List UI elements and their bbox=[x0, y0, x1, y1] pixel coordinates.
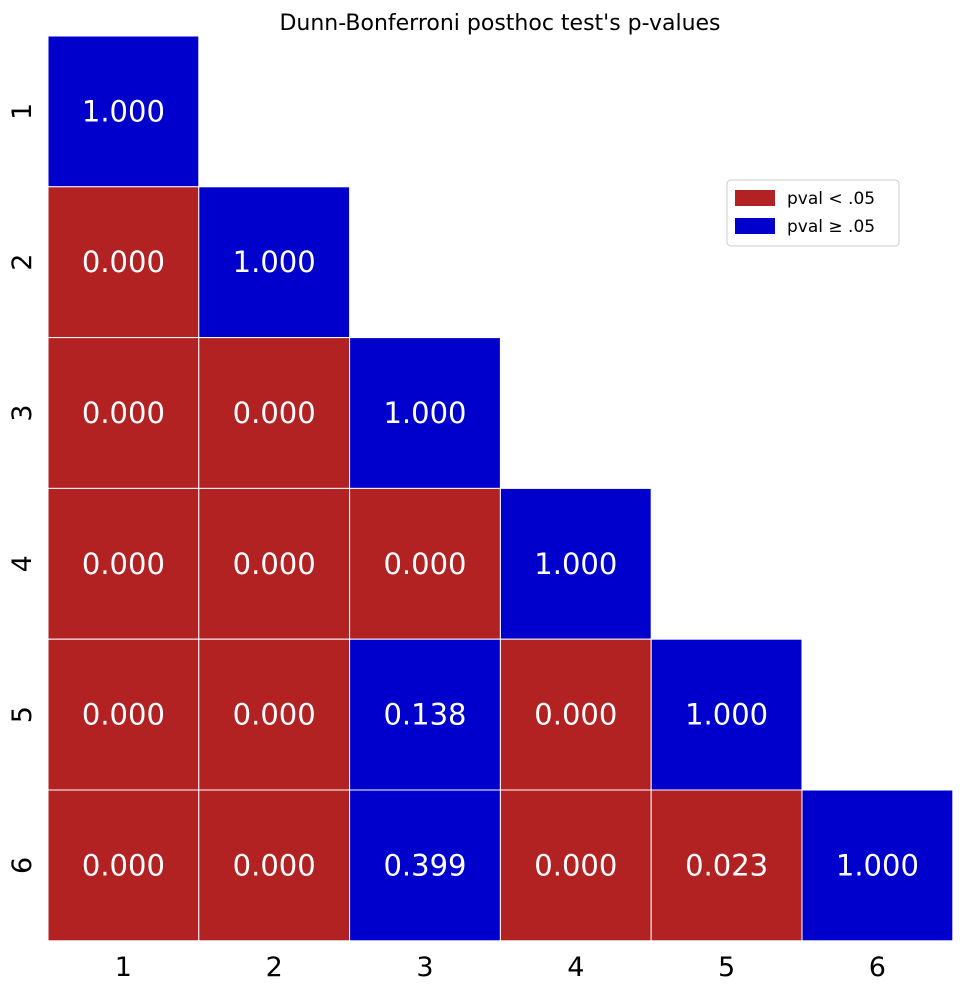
cell-value-label: 0.023 bbox=[685, 848, 768, 882]
cell-value-label: 0.000 bbox=[534, 848, 617, 882]
heatmap-cell-5-5 bbox=[650, 638, 803, 791]
cell-value-label: 0.399 bbox=[383, 848, 466, 882]
y-tick-label: 2 bbox=[7, 254, 38, 271]
x-tick-label: 1 bbox=[115, 952, 132, 983]
cell-value-label: 1.000 bbox=[685, 698, 768, 732]
y-tick-label: 1 bbox=[7, 103, 38, 120]
y-tick-label: 6 bbox=[7, 857, 38, 874]
heatmap-cell-6-6 bbox=[801, 789, 954, 942]
legend-swatch bbox=[735, 218, 775, 234]
legend-label: pval < .05 bbox=[787, 189, 875, 209]
y-tick-label: 3 bbox=[7, 404, 38, 421]
legend: pval < .05 pval ≥ .05 bbox=[726, 179, 900, 247]
heatmap-cell-3-3 bbox=[349, 337, 501, 489]
cell-value-label: 0.000 bbox=[82, 698, 165, 732]
x-tick-label: 3 bbox=[416, 952, 433, 983]
heatmap-cell-3-1 bbox=[47, 337, 200, 489]
heatmap-cell-6-3 bbox=[349, 789, 501, 942]
cell-value-label: 0.000 bbox=[82, 396, 165, 430]
y-tick-label: 5 bbox=[7, 706, 38, 723]
heatmap-cell-2-1 bbox=[47, 186, 200, 339]
y-tick-label: 4 bbox=[7, 555, 38, 572]
cell-value-label: 0.000 bbox=[534, 698, 617, 732]
cell-value-label: 1.000 bbox=[383, 396, 466, 430]
heatmap-cell-4-4 bbox=[499, 487, 652, 640]
heatmap-cell-5-2 bbox=[198, 638, 351, 791]
heatmap-cell-6-2 bbox=[198, 789, 351, 942]
x-tick-label: 2 bbox=[266, 952, 283, 983]
cell-value-label: 1.000 bbox=[233, 245, 316, 279]
cell-value-label: 0.000 bbox=[82, 848, 165, 882]
cell-value-label: 1.000 bbox=[836, 848, 919, 882]
cell-value-label: 1.000 bbox=[82, 94, 165, 128]
heatmap-cell-6-5 bbox=[650, 789, 803, 942]
heatmap-cells: 1.000 0.000 1.000 0.000 0.000 1.000 0.000 0.000… bbox=[47, 35, 954, 942]
heatmap-cell-4-1 bbox=[47, 487, 200, 640]
cell-value-label: 0.000 bbox=[233, 547, 316, 581]
cell-value-label: 0.000 bbox=[233, 698, 316, 732]
x-tick-label: 4 bbox=[567, 952, 584, 983]
heatmap-cell-4-2 bbox=[198, 487, 351, 640]
heatmap-cell-2-2 bbox=[198, 186, 351, 339]
legend-label: pval ≥ .05 bbox=[787, 217, 875, 237]
chart-title: Dunn-Bonferroni posthoc test's p-values bbox=[279, 11, 720, 36]
heatmap-cell-3-2 bbox=[198, 337, 351, 489]
cell-value-label: 0.000 bbox=[233, 396, 316, 430]
heatmap-cell-1-1 bbox=[47, 35, 200, 188]
heatmap-cell-6-4 bbox=[499, 789, 652, 942]
cell-value-label: 0.000 bbox=[233, 848, 316, 882]
cell-value-label: 0.000 bbox=[82, 245, 165, 279]
heatmap-cell-5-3 bbox=[349, 638, 501, 791]
cell-value-label: 0.138 bbox=[383, 698, 466, 732]
cell-value-label: 0.000 bbox=[383, 547, 466, 581]
cell-value-label: 1.000 bbox=[534, 547, 617, 581]
heatmap-cell-5-4 bbox=[499, 638, 652, 791]
y-axis-ticks: 1 2 3 4 5 6 bbox=[7, 103, 38, 874]
heatmap-cell-6-1 bbox=[47, 789, 200, 942]
x-tick-label: 5 bbox=[718, 952, 735, 983]
x-tick-label: 6 bbox=[869, 952, 886, 983]
x-axis-ticks: 1 2 3 4 5 6 bbox=[115, 952, 886, 983]
legend-swatch bbox=[735, 190, 775, 206]
cell-value-label: 0.000 bbox=[82, 547, 165, 581]
